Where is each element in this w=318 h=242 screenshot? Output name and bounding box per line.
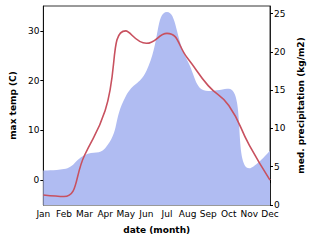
svg-text:date (month): date (month) — [123, 225, 190, 235]
svg-text:Sep: Sep — [200, 209, 217, 219]
svg-text:10: 10 — [274, 123, 286, 133]
svg-text:Dec: Dec — [261, 209, 278, 219]
svg-text:May: May — [116, 209, 135, 219]
svg-text:25: 25 — [274, 9, 285, 19]
svg-text:15: 15 — [274, 85, 285, 95]
svg-text:Jun: Jun — [138, 209, 153, 219]
svg-text:Oct: Oct — [221, 209, 237, 219]
svg-text:Jul: Jul — [161, 209, 173, 219]
svg-text:20: 20 — [274, 47, 286, 57]
svg-text:0: 0 — [34, 175, 40, 185]
svg-text:10: 10 — [28, 125, 40, 135]
svg-text:Mar: Mar — [76, 209, 93, 219]
svg-text:Nov: Nov — [241, 209, 259, 219]
svg-text:5: 5 — [274, 162, 280, 172]
svg-text:Feb: Feb — [56, 209, 72, 219]
svg-text:0: 0 — [274, 200, 280, 210]
svg-text:Aug: Aug — [179, 209, 197, 219]
svg-text:max temp (C): max temp (C) — [8, 71, 18, 140]
svg-text:30: 30 — [28, 26, 40, 36]
svg-text:Jan: Jan — [35, 209, 50, 219]
svg-text:med. precipitation (kg/m2): med. precipitation (kg/m2) — [296, 37, 306, 173]
svg-text:20: 20 — [28, 76, 40, 86]
svg-text:Apr: Apr — [97, 209, 113, 219]
